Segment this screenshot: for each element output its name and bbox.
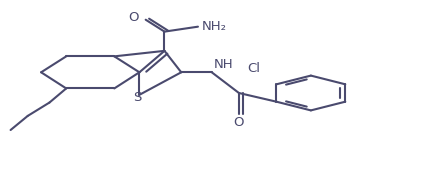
Text: Cl: Cl [248, 62, 261, 75]
Text: O: O [234, 116, 244, 129]
Text: S: S [133, 91, 141, 104]
Text: NH₂: NH₂ [201, 20, 226, 33]
Text: O: O [128, 11, 139, 24]
Text: NH: NH [214, 58, 234, 71]
